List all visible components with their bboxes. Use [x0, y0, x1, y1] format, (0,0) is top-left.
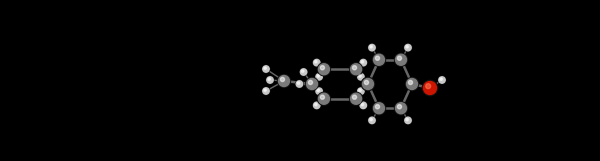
Circle shape [405, 44, 411, 51]
Circle shape [362, 77, 374, 90]
Circle shape [364, 80, 368, 85]
Circle shape [316, 87, 323, 95]
Circle shape [314, 59, 320, 66]
Circle shape [317, 92, 331, 105]
Circle shape [395, 103, 407, 114]
Circle shape [316, 73, 323, 81]
Circle shape [370, 46, 373, 48]
Circle shape [368, 44, 376, 51]
Circle shape [368, 117, 376, 124]
Circle shape [395, 53, 407, 66]
Circle shape [407, 79, 418, 90]
Circle shape [350, 93, 362, 104]
Circle shape [397, 56, 401, 60]
Circle shape [313, 102, 320, 109]
Circle shape [317, 75, 319, 77]
Circle shape [305, 77, 319, 90]
Circle shape [426, 84, 431, 89]
Circle shape [268, 78, 271, 80]
Circle shape [424, 81, 437, 95]
Circle shape [361, 61, 364, 63]
Circle shape [316, 88, 322, 94]
Circle shape [373, 54, 385, 65]
Circle shape [422, 80, 437, 96]
Circle shape [359, 89, 361, 91]
Circle shape [263, 88, 269, 94]
Circle shape [360, 102, 367, 109]
Circle shape [376, 105, 380, 109]
Circle shape [359, 75, 361, 77]
Circle shape [369, 117, 375, 124]
Circle shape [308, 80, 313, 85]
Circle shape [373, 53, 385, 66]
Circle shape [350, 92, 362, 105]
Circle shape [278, 75, 290, 87]
Circle shape [360, 59, 367, 66]
Circle shape [317, 63, 331, 76]
Circle shape [438, 76, 446, 84]
Circle shape [352, 95, 356, 99]
Circle shape [439, 77, 445, 83]
Circle shape [404, 44, 412, 51]
Circle shape [395, 102, 407, 115]
Circle shape [373, 102, 385, 115]
Circle shape [301, 70, 304, 72]
Circle shape [350, 63, 362, 76]
Circle shape [362, 79, 373, 90]
Circle shape [262, 65, 270, 73]
Circle shape [404, 117, 412, 124]
Circle shape [280, 77, 284, 82]
Circle shape [262, 87, 270, 95]
Circle shape [358, 74, 364, 80]
Circle shape [358, 88, 364, 94]
Circle shape [395, 54, 407, 65]
Circle shape [320, 95, 325, 99]
Circle shape [264, 67, 266, 69]
Circle shape [406, 118, 409, 121]
Circle shape [300, 68, 307, 76]
Circle shape [357, 73, 365, 81]
Circle shape [409, 80, 413, 85]
Circle shape [350, 64, 362, 75]
Circle shape [406, 46, 409, 48]
Circle shape [301, 69, 307, 75]
Circle shape [319, 64, 329, 75]
Circle shape [320, 66, 325, 70]
Circle shape [405, 117, 411, 124]
Circle shape [278, 76, 290, 86]
Circle shape [313, 59, 320, 66]
Circle shape [296, 81, 302, 87]
Circle shape [314, 102, 320, 109]
Circle shape [307, 79, 317, 90]
Circle shape [361, 103, 364, 106]
Circle shape [370, 118, 373, 121]
Circle shape [352, 66, 356, 70]
Circle shape [397, 105, 401, 109]
Circle shape [440, 78, 442, 80]
Circle shape [297, 82, 300, 84]
Circle shape [267, 77, 273, 83]
Circle shape [266, 76, 274, 84]
Circle shape [316, 74, 322, 80]
Circle shape [406, 77, 418, 90]
Circle shape [359, 102, 367, 109]
Circle shape [373, 103, 385, 114]
Circle shape [357, 87, 365, 95]
Circle shape [296, 80, 303, 88]
Circle shape [359, 59, 367, 66]
Circle shape [376, 56, 380, 60]
Circle shape [319, 93, 329, 104]
Circle shape [317, 89, 319, 91]
Circle shape [362, 77, 374, 90]
Circle shape [314, 61, 317, 63]
Circle shape [263, 66, 269, 72]
Circle shape [369, 44, 375, 51]
Circle shape [362, 79, 373, 90]
Circle shape [364, 80, 368, 85]
Circle shape [264, 89, 266, 91]
Circle shape [314, 103, 317, 106]
